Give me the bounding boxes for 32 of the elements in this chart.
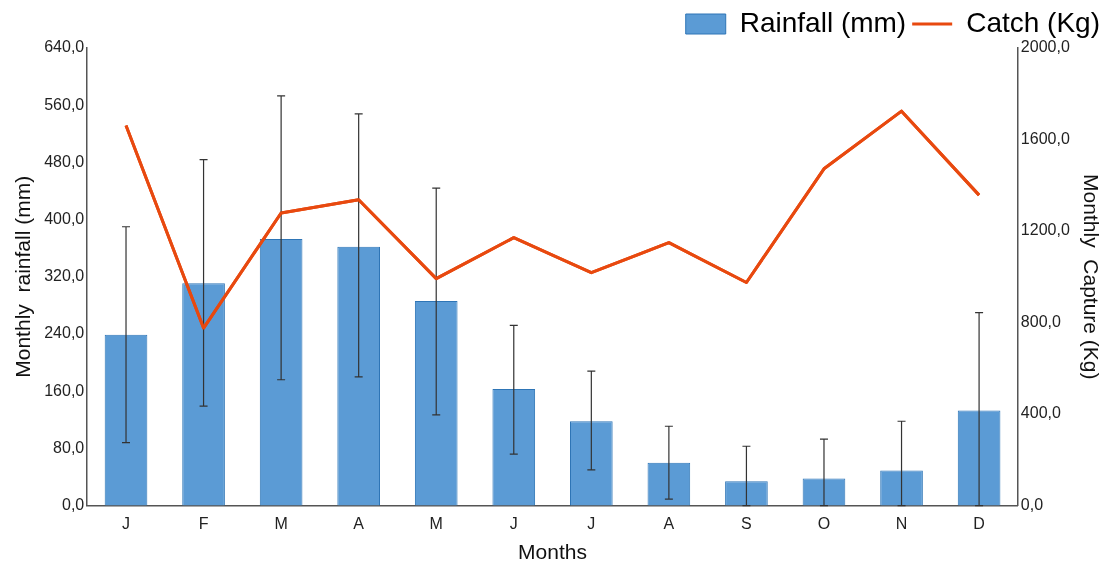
y2-tick-label: 2000,0 — [1020, 38, 1070, 56]
y-tick-label: 640,0 — [44, 38, 85, 56]
x-tick-label: S — [741, 514, 752, 532]
y2-tick-label: 1600,0 — [1020, 129, 1070, 147]
y-tick-label: 240,0 — [44, 324, 85, 342]
y-axis-title: Monthly rainfall (mm) — [11, 175, 35, 378]
y-tick-label: 160,0 — [44, 381, 85, 399]
x-tick-label: J — [587, 514, 596, 532]
x-tick-label: N — [895, 514, 908, 532]
y2-tick-label: 800,0 — [1020, 312, 1061, 330]
x-tick-label: F — [198, 514, 209, 532]
y-tick-label: 480,0 — [44, 152, 85, 170]
x-axis-title: Months — [518, 540, 587, 564]
y2-tick-label: 400,0 — [1020, 404, 1061, 422]
x-tick-label: J — [509, 514, 518, 532]
y-tick-label: 80,0 — [53, 438, 85, 456]
y2-tick-label: 0,0 — [1020, 496, 1044, 514]
legend-label: Rainfall (mm) — [739, 6, 907, 38]
x-tick-label: D — [973, 514, 985, 532]
x-tick-label: M — [429, 514, 443, 532]
x-tick-label: O — [817, 514, 831, 532]
x-tick-label: J — [122, 514, 131, 532]
y2-tick-label: 1200,0 — [1020, 221, 1070, 239]
y-tick-label: 560,0 — [44, 95, 85, 113]
y-tick-label: 0,0 — [61, 496, 85, 514]
x-tick-label: M — [274, 514, 288, 532]
y2-axis-title: Monthly Capture (Kg) — [1079, 174, 1103, 380]
legend-label: Catch (Kg) — [966, 6, 1101, 38]
x-tick-label: A — [663, 514, 675, 532]
y-tick-label: 400,0 — [44, 210, 85, 228]
y-tick-label: 320,0 — [44, 267, 85, 285]
x-tick-label: A — [353, 514, 365, 532]
